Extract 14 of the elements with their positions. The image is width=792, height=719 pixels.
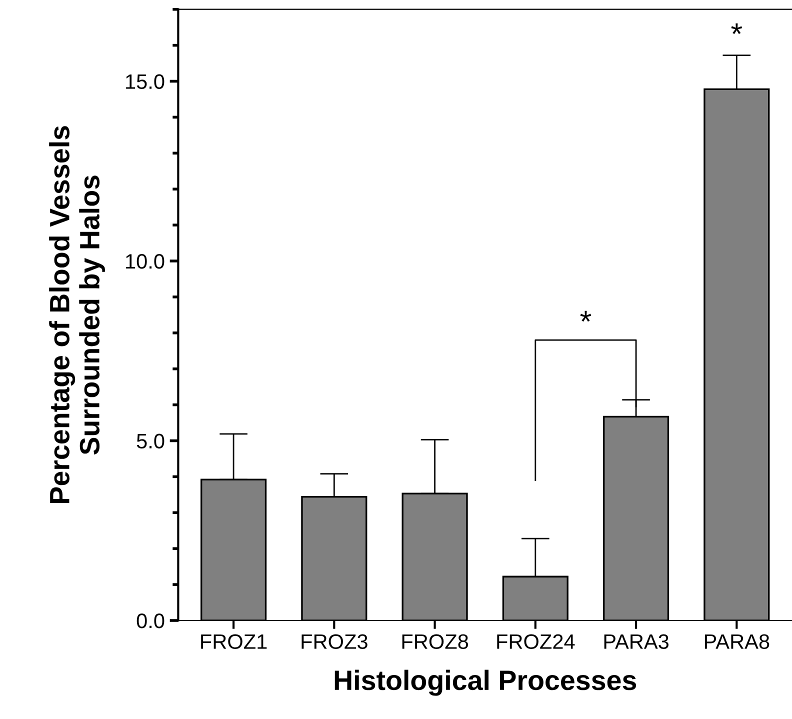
x-tick-label: PARA3 xyxy=(604,634,669,649)
x-axis-title: Histological Processes xyxy=(334,670,636,696)
y-axis-title: Percentage of Blood Vessels Surrounded by Halos xyxy=(49,126,106,503)
y-tick-label: 5.0 xyxy=(136,434,164,448)
y-tick-label: 15.0 xyxy=(126,74,164,89)
y-tick-label: 10.0 xyxy=(126,254,164,269)
x-tick-label: FROZ8 xyxy=(402,634,468,649)
x-tick-label: FROZ24 xyxy=(497,634,575,649)
annotation: * xyxy=(731,23,742,34)
annotation: * xyxy=(580,310,592,322)
x-tick-label: FROZ3 xyxy=(302,634,368,649)
y-tick-label: 0.0 xyxy=(136,614,164,628)
x-tick-label: PARA8 xyxy=(704,634,770,649)
x-tick-label: FROZ1 xyxy=(201,634,267,649)
